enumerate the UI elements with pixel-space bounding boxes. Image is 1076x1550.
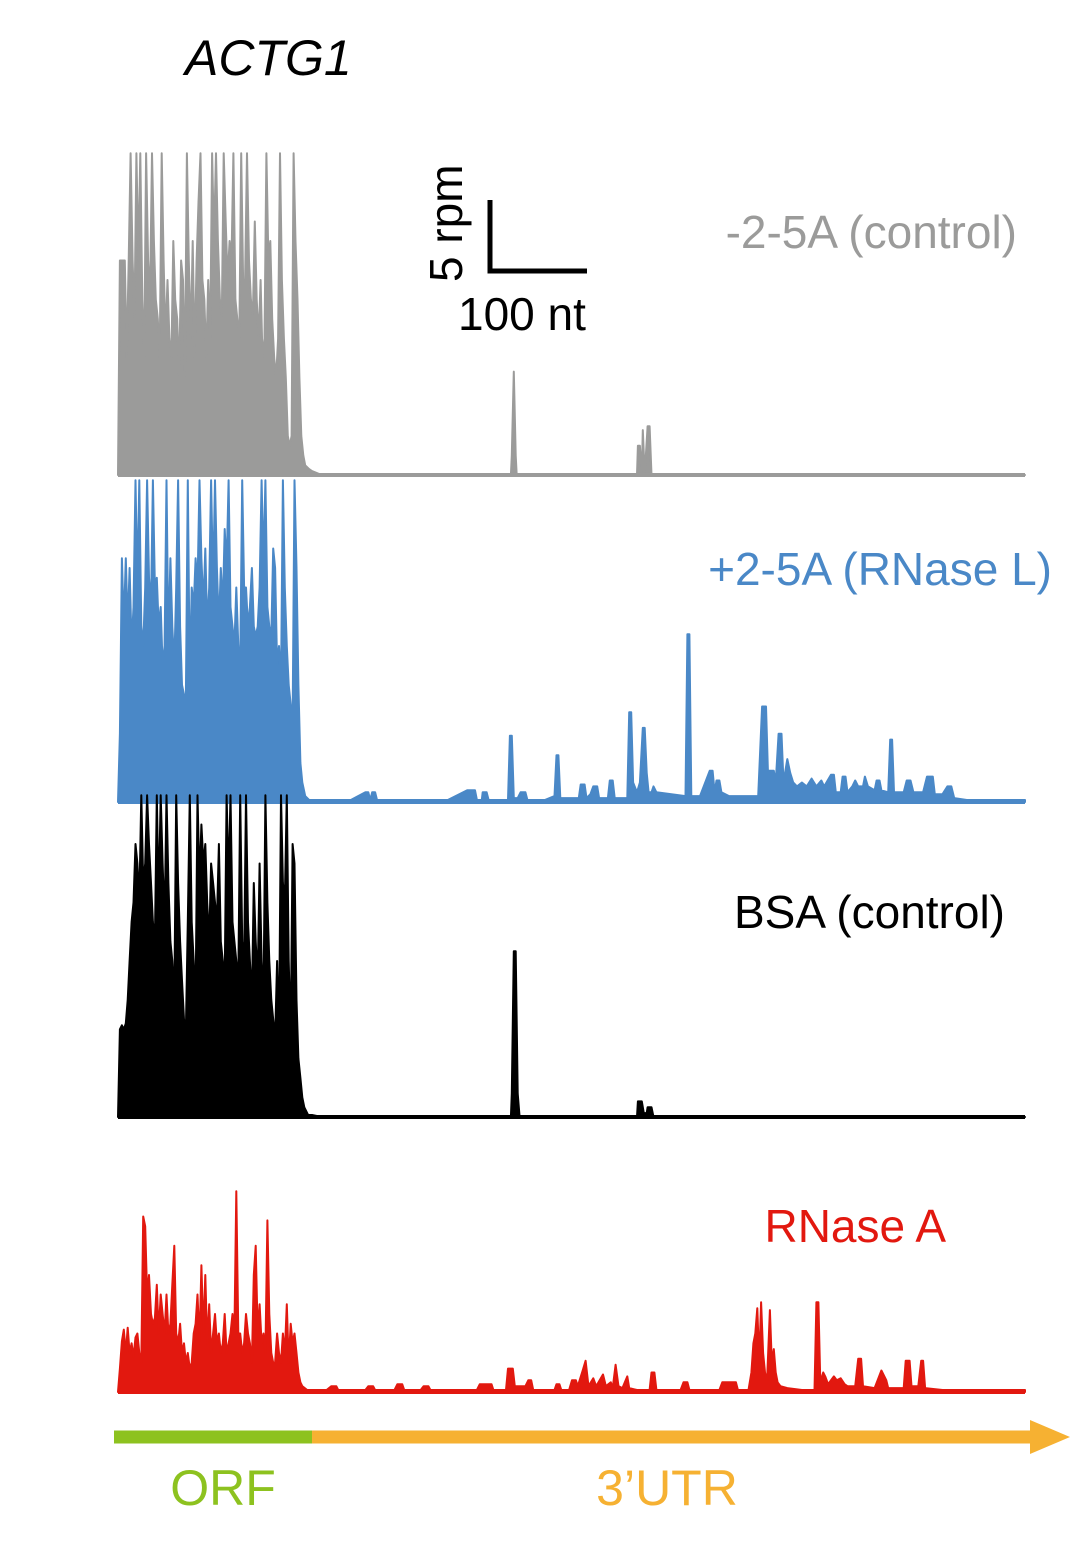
transcript-region-arrow: ORF 3’UTR (114, 1420, 1070, 1516)
coverage-track-bsa (117, 794, 1026, 1119)
coverage-area-control-2-5a (117, 152, 1026, 476)
track-label-rnase-a: RNase A (764, 1200, 946, 1252)
track-label-bsa: BSA (control) (734, 886, 1005, 938)
scale-bar-lines (487, 200, 587, 274)
scale-bar-x-label: 100 nt (458, 288, 586, 340)
scale-bar: 5 rpm 100 nt (420, 164, 587, 340)
coverage-track-rnase-a (117, 1190, 1026, 1394)
coverage-area-rnase-l (117, 479, 1026, 803)
coverage-track-control-2-5a (117, 152, 1026, 477)
scale-bar-y-label: 5 rpm (420, 164, 472, 282)
track-label-rnase-l: +2-5A (RNase L) (708, 543, 1052, 595)
coverage-track-rnase-l (117, 479, 1026, 804)
coverage-area-bsa (117, 794, 1026, 1118)
utr-region-label: 3’UTR (596, 1460, 738, 1516)
orf-region-label: ORF (170, 1460, 276, 1516)
track-label-control-2-5a: -2-5A (control) (726, 206, 1017, 258)
gene-name-title: ACTG1 (182, 30, 352, 86)
arrow-head-icon (1030, 1420, 1070, 1454)
